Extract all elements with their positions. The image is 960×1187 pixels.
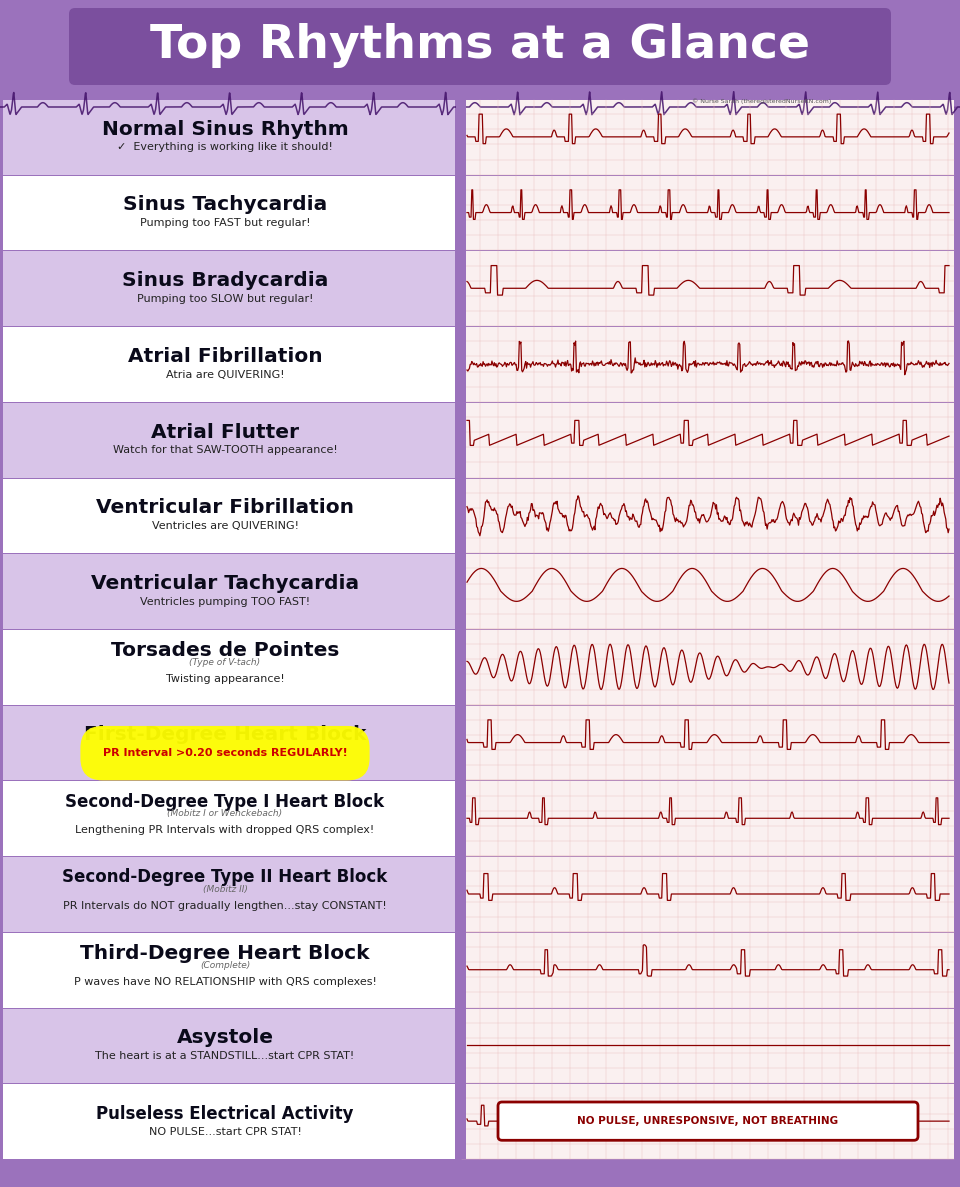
Text: Third-Degree Heart Block: Third-Degree Heart Block (81, 944, 370, 963)
Bar (462, 100, 954, 174)
Text: (Complete): (Complete) (200, 960, 251, 970)
Bar (3, 706, 455, 780)
Bar (3, 1009, 455, 1084)
Bar (3, 857, 455, 932)
Text: PR Intervals do NOT gradually lengthen...stay CONSTANT!: PR Intervals do NOT gradually lengthen..… (63, 901, 387, 912)
Bar (3, 328, 455, 402)
Text: Atrial Fibrillation: Atrial Fibrillation (128, 347, 323, 366)
Text: Ventricles pumping TOO FAST!: Ventricles pumping TOO FAST! (140, 597, 310, 607)
Text: The heart is at a STANDSTILL...start CPR STAT!: The heart is at a STANDSTILL...start CPR… (95, 1050, 354, 1061)
Text: Sinus Bradycardia: Sinus Bradycardia (122, 271, 328, 290)
Bar (462, 857, 954, 932)
Text: Ventricular Tachycardia: Ventricular Tachycardia (91, 575, 359, 594)
Text: First-Degree Heart Block: First-Degree Heart Block (84, 725, 366, 744)
Text: Ventricles are QUIVERING!: Ventricles are QUIVERING! (152, 521, 299, 531)
Text: ✓  Everything is working like it should!: ✓ Everything is working like it should! (117, 142, 333, 152)
Bar (3, 630, 455, 705)
Text: (Mobitz I or Wenckebach): (Mobitz I or Wenckebach) (167, 810, 282, 818)
Text: P waves have NO RELATIONSHIP with QRS complexes!: P waves have NO RELATIONSHIP with QRS co… (74, 977, 376, 986)
Text: Pumping too FAST but regular!: Pumping too FAST but regular! (140, 218, 310, 228)
Text: Atrial Flutter: Atrial Flutter (151, 423, 299, 442)
Text: Sinus Tachycardia: Sinus Tachycardia (123, 196, 327, 215)
Text: Watch for that SAW-TOOTH appearance!: Watch for that SAW-TOOTH appearance! (112, 445, 337, 456)
Text: Atria are QUIVERING!: Atria are QUIVERING! (166, 369, 284, 380)
Bar (3, 100, 455, 174)
Text: © Nurse Sarah (theregisteredNurseRN.com): © Nurse Sarah (theregisteredNurseRN.com) (692, 99, 831, 104)
Bar (462, 328, 954, 402)
Text: (Mobitz II): (Mobitz II) (203, 886, 248, 894)
Bar (3, 554, 455, 629)
Bar (462, 478, 954, 553)
Text: Lengthening PR Intervals with dropped QRS complex!: Lengthening PR Intervals with dropped QR… (76, 825, 374, 836)
Text: PR Interval >0.20 seconds REGULARLY!: PR Interval >0.20 seconds REGULARLY! (103, 748, 348, 758)
Text: NO PULSE...start CPR STAT!: NO PULSE...start CPR STAT! (149, 1126, 301, 1137)
Text: Second-Degree Type I Heart Block: Second-Degree Type I Heart Block (65, 793, 385, 811)
Bar (3, 176, 455, 250)
Bar (3, 933, 455, 1008)
Bar (3, 781, 455, 856)
Bar (462, 554, 954, 629)
Text: Twisting appearance!: Twisting appearance! (166, 674, 284, 684)
Text: (Type of V-tach): (Type of V-tach) (189, 658, 260, 667)
Bar (3, 252, 455, 326)
Bar (462, 933, 954, 1008)
FancyBboxPatch shape (69, 8, 891, 85)
Bar (462, 176, 954, 250)
Text: Top Rhythms at a Glance: Top Rhythms at a Glance (150, 24, 810, 69)
FancyBboxPatch shape (498, 1102, 918, 1141)
Text: Torsades de Pointes: Torsades de Pointes (110, 641, 339, 660)
Bar (462, 1009, 954, 1084)
Text: Pumping too SLOW but regular!: Pumping too SLOW but regular! (136, 294, 313, 304)
Text: Second-Degree Type II Heart Block: Second-Degree Type II Heart Block (62, 869, 388, 887)
Text: NO PULSE, UNRESPONSIVE, NOT BREATHING: NO PULSE, UNRESPONSIVE, NOT BREATHING (577, 1116, 839, 1126)
Bar (3, 1084, 455, 1159)
Bar (462, 1084, 954, 1159)
Bar (3, 402, 455, 477)
Text: Normal Sinus Rhythm: Normal Sinus Rhythm (102, 120, 348, 139)
Bar (462, 252, 954, 326)
Text: Pulseless Electrical Activity: Pulseless Electrical Activity (96, 1105, 353, 1123)
Bar (462, 706, 954, 780)
Bar (462, 630, 954, 705)
Text: Asystole: Asystole (177, 1028, 274, 1047)
Text: Ventricular Fibrillation: Ventricular Fibrillation (96, 499, 354, 518)
Bar (462, 402, 954, 477)
Bar (462, 781, 954, 856)
Bar (456, 99, 466, 1159)
Bar (3, 478, 455, 553)
